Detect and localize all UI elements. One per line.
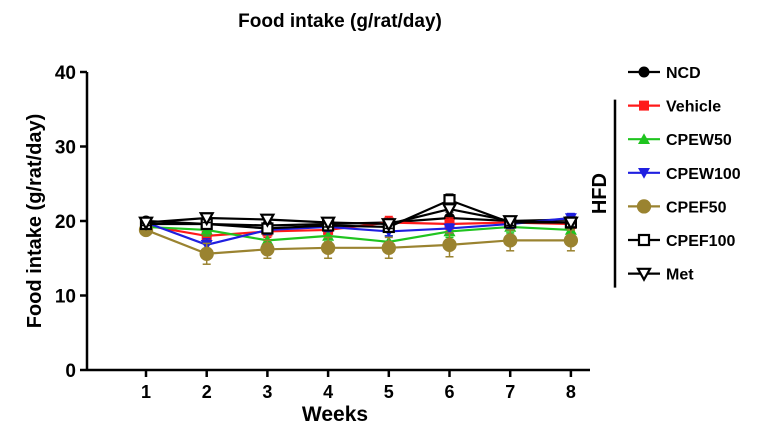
- data-point-met: [441, 203, 458, 218]
- legend-item-vehicle: Vehicle: [628, 99, 721, 116]
- y-tick-label: 0: [65, 361, 76, 382]
- series-line-cpew50: [145, 225, 571, 243]
- data-point-cpef50: [260, 242, 275, 257]
- data-point-met: [502, 215, 519, 230]
- legend: NCD Vehicle CPEW50 CPEW100 CPEF50 CPEF100 Met H…: [589, 65, 741, 288]
- legend-marker: [638, 133, 650, 144]
- hfd-group-label: HFD: [589, 173, 611, 214]
- y-tick-label: 10: [55, 287, 76, 308]
- legend-item-cpew50: CPEW50: [628, 132, 732, 149]
- legend-marker: [638, 66, 650, 78]
- legend-marker: [636, 267, 652, 282]
- legend-item-met: Met: [628, 267, 694, 284]
- legend-label: CPEW50: [666, 132, 732, 149]
- data-point-met: [563, 216, 579, 231]
- series-line-met: [145, 207, 571, 226]
- data-point-met: [259, 213, 276, 228]
- y-tick-label: 20: [55, 212, 76, 233]
- data-point-cpew100: [443, 223, 456, 235]
- data-point-cpef50: [199, 246, 214, 261]
- plot-area: 0 10 20 30 40 1 2 3 4 5 6 7 8 Weeks Food intake (g/rat…: [24, 63, 590, 426]
- data-point-met: [138, 216, 154, 231]
- data-point-met: [380, 218, 397, 233]
- y-axis-title: Food intake (g/rat/day): [24, 114, 46, 328]
- data-point-cpef50: [563, 233, 579, 248]
- data-point-cpef50: [442, 237, 457, 252]
- legend-item-ncd: NCD: [628, 65, 701, 82]
- x-tick-label: 1: [141, 382, 151, 402]
- legend-marker: [636, 199, 652, 214]
- data-point-cpef50: [503, 233, 518, 248]
- legend-item-cpef100: CPEF100: [628, 233, 735, 250]
- legend-label: CPEW100: [666, 166, 741, 183]
- x-tick-label: 4: [323, 382, 333, 402]
- legend-label: Met: [666, 267, 694, 284]
- data-point-met: [320, 216, 336, 231]
- legend-marker: [637, 233, 651, 247]
- legend-item-cpew100: CPEW100: [628, 166, 741, 183]
- data-point-cpef50: [381, 240, 396, 255]
- x-tick-label: 6: [444, 382, 454, 402]
- legend-marker: [638, 168, 650, 179]
- legend-marker: [639, 100, 649, 111]
- series-met: [138, 202, 579, 233]
- data-point-met: [198, 212, 215, 227]
- y-tick-label: 30: [55, 138, 76, 159]
- legend-item-cpef50: CPEF50: [628, 199, 727, 216]
- legend-label: Vehicle: [666, 99, 721, 116]
- x-tick-label: 8: [566, 382, 576, 402]
- chart-title: Food intake (g/rat/day): [238, 11, 442, 32]
- x-tick-label: 3: [262, 382, 272, 402]
- y-tick-label: 40: [55, 63, 76, 84]
- series-line-cpef50: [145, 228, 571, 255]
- legend-label: CPEF50: [666, 199, 727, 216]
- x-tick-label: 7: [505, 382, 515, 402]
- legend-label: NCD: [666, 65, 701, 82]
- x-tick-label: 2: [202, 382, 212, 402]
- series-line-cpew100: [145, 216, 572, 246]
- data-point-cpef50: [320, 240, 336, 255]
- x-axis-title: Weeks: [302, 403, 368, 426]
- x-tick-label: 5: [384, 382, 394, 402]
- legend-label: CPEF100: [666, 233, 735, 250]
